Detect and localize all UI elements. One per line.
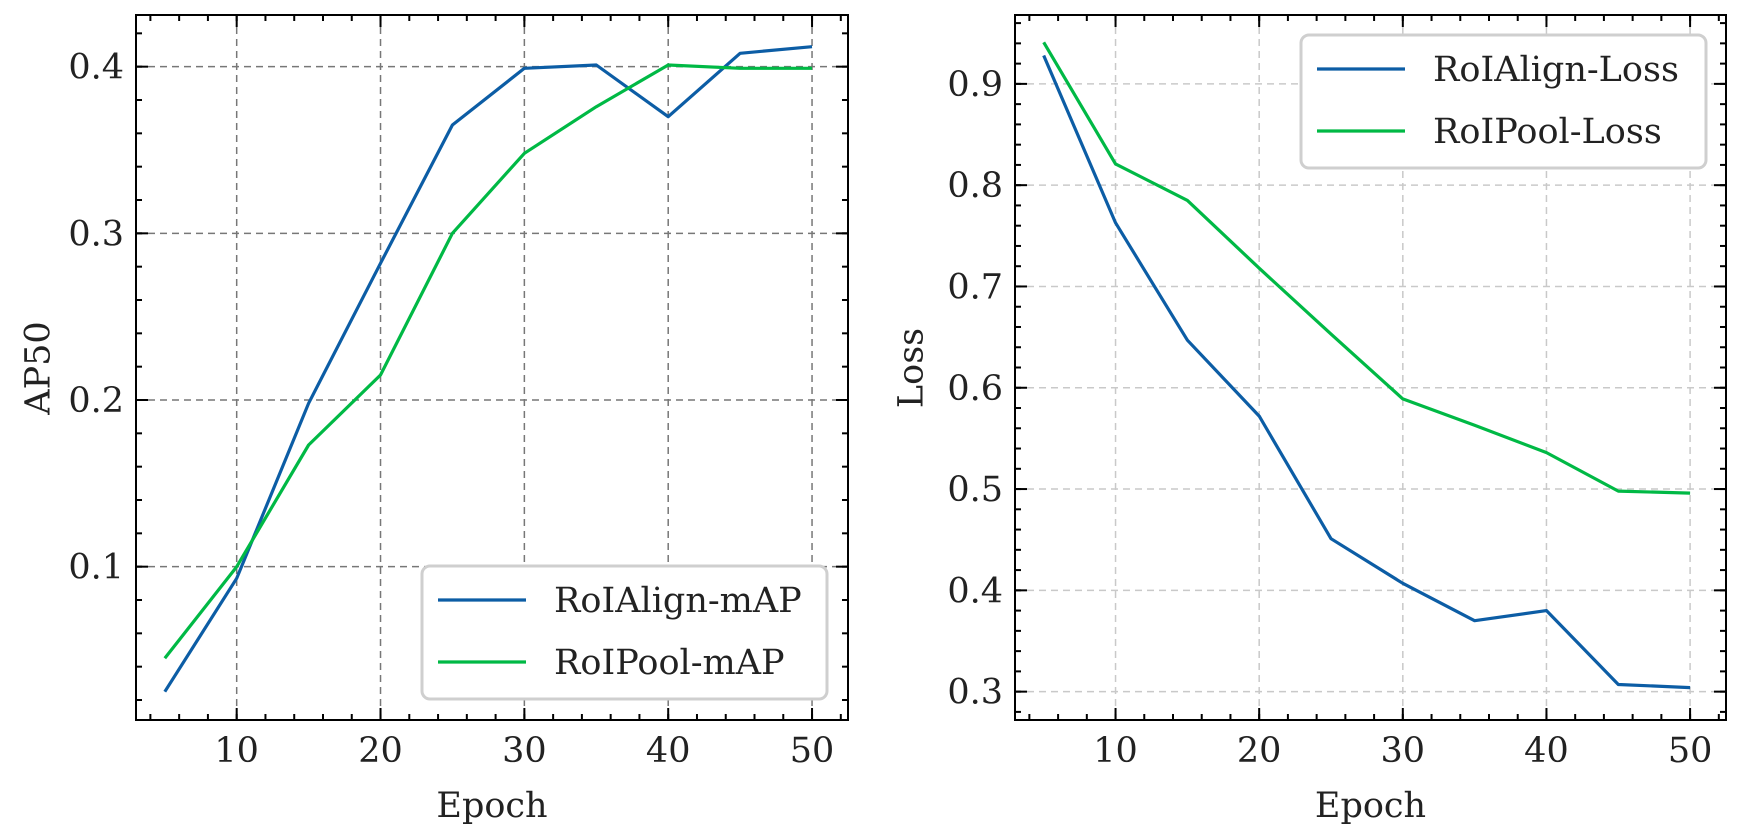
x-tick-label: 20 [1237,731,1282,771]
y-tick-label: 0.4 [947,571,1003,611]
plot-frame [135,14,849,721]
y-tick-label: 0.1 [68,548,124,588]
plot-frame [1014,14,1727,721]
y-tick-label: 0.7 [947,267,1003,307]
x-tick-label: 40 [646,731,691,771]
y-tick-label: 0.5 [947,470,1003,510]
x-tick-label: 10 [1093,731,1138,771]
legend-label: RoIAlign-Loss [1433,50,1679,90]
series-line-roialign-map [163,45,813,693]
series-line-roipool-loss [1042,41,1691,495]
x-tick-label: 10 [214,731,259,771]
legend: RoIAlign-mAP RoIPool-mAP [420,564,829,701]
x-tick-label: 50 [790,731,835,771]
x-tick-label: 40 [1524,731,1569,771]
x-tick-label: 20 [358,731,403,771]
y-tick-label: 0.3 [947,673,1003,713]
legend-label: RoIPool-Loss [1433,112,1662,152]
y-axis-title: AP50 [18,321,58,415]
x-tick-label: 30 [1381,731,1426,771]
ap50-chart-panel: 10 20 30 40 50 0.1 0.2 0.3 0.4 Epoch AP50 RoIAlign-… [18,14,849,826]
loss-chart-panel: 10 20 30 40 50 0.3 0.4 0.5 0.6 0.7 0.8 0.9 Epoch Loss… [891,14,1727,826]
x-tick-label: 30 [502,731,547,771]
y-tick-label: 0.6 [947,369,1003,409]
x-axis-title: Epoch [1315,786,1426,826]
y-tick-label: 0.8 [947,166,1003,206]
y-tick-label: 0.4 [68,48,124,88]
y-axis-title: Loss [891,328,931,408]
series-line-roipool-map [163,63,812,660]
legend-label: RoIPool-mAP [554,643,785,683]
y-tick-label: 0.9 [947,65,1003,105]
x-axis-title: Epoch [436,786,547,826]
y-tick-label: 0.2 [68,381,124,421]
x-tick-label: 50 [1668,731,1713,771]
y-tick-label: 0.3 [68,214,124,254]
series-line-roialign-loss [1042,54,1691,690]
legend-label: RoIAlign-mAP [554,581,802,621]
legend: RoIAlign-Loss RoIPool-Loss [1299,33,1708,170]
